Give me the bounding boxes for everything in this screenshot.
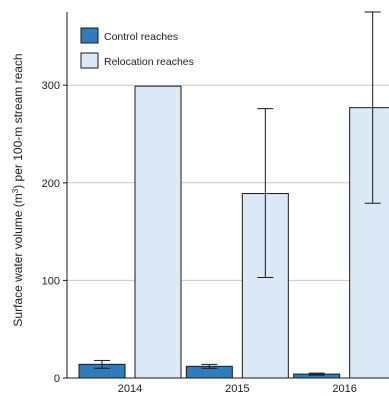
axes bbox=[63, 12, 389, 379]
y-axis-label-superscript: 3 bbox=[11, 188, 20, 193]
bars bbox=[78, 85, 389, 379]
legend-swatch-control bbox=[80, 27, 99, 44]
y-tick-label-300: 300 bbox=[42, 80, 60, 92]
y-tick-label-100: 100 bbox=[42, 275, 60, 287]
x-tick-label-2016: 2016 bbox=[332, 383, 356, 392]
legend-label-control: Control reaches bbox=[104, 31, 178, 43]
x-tick-label-2014: 2014 bbox=[118, 383, 142, 392]
legend-label-relocation: Relocation reaches bbox=[104, 56, 194, 68]
grid-lines bbox=[67, 84, 389, 281]
x-tick-label-2015: 2015 bbox=[225, 383, 249, 392]
bar-2016-relocation bbox=[349, 107, 389, 379]
y-axis-label-suffix: ) per 100-m stream reach bbox=[11, 53, 25, 188]
y-axis-label-prefix: Surface water volume (m bbox=[11, 193, 25, 326]
tick-labels: 0 100 200 300 2014 2015 2016 bbox=[42, 80, 357, 395]
legend: Control reaches Relocation reaches bbox=[80, 27, 194, 69]
error-bars bbox=[94, 11, 381, 376]
legend-swatch-relocation bbox=[80, 52, 99, 69]
y-axis-label: Surface water volume (m3) per 100-m stre… bbox=[11, 53, 26, 326]
y-tick-label-200: 200 bbox=[42, 178, 60, 190]
y-tick-label-0: 0 bbox=[54, 373, 60, 385]
bar-2014-relocation bbox=[134, 85, 182, 379]
